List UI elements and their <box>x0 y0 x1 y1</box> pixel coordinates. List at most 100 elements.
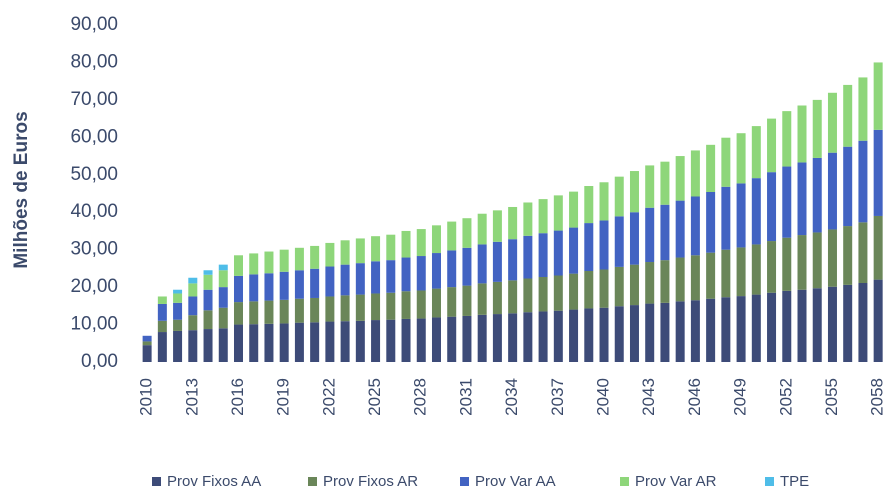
bar-segment <box>173 302 183 320</box>
bar-segment <box>675 200 685 258</box>
bar-segment <box>401 257 411 292</box>
bar-segment <box>614 266 624 307</box>
bar-segment <box>157 332 167 362</box>
bar-segment <box>629 264 639 306</box>
bar-segment <box>797 105 807 163</box>
x-tick-label: 2034 <box>502 378 521 416</box>
bar-segment <box>858 77 868 141</box>
bar-segment <box>218 307 228 329</box>
bar-segment <box>355 263 365 295</box>
bar-segment <box>736 133 746 184</box>
bar-segment <box>736 296 746 362</box>
y-tick-label: 90,00 <box>70 14 118 35</box>
bar-segment <box>553 230 563 276</box>
bar-segment <box>492 210 502 242</box>
bar-segment <box>812 288 822 362</box>
bar-segment <box>508 313 518 362</box>
bar-segment <box>173 289 183 294</box>
bar-segment <box>279 249 289 272</box>
x-tick-label: 2016 <box>228 378 247 416</box>
bar-segment <box>538 311 548 362</box>
bar-segment <box>706 192 716 253</box>
bar-segment <box>203 274 213 290</box>
bar-segment <box>873 129 883 216</box>
bar-segment <box>599 182 609 221</box>
bar-segment <box>249 253 259 275</box>
bar-segment <box>599 269 609 308</box>
legend-label: Prov Var AA <box>475 473 556 489</box>
bar-segment <box>569 227 579 274</box>
x-tick-label: 2052 <box>776 378 795 416</box>
bar-segment <box>325 296 335 322</box>
bar-segment <box>584 271 594 309</box>
bar-segment <box>827 229 837 287</box>
bar-segment <box>294 298 304 323</box>
bar-segment <box>310 297 320 323</box>
bar-segment <box>355 294 365 321</box>
bar-segment <box>173 293 183 303</box>
bar-segment <box>173 330 183 362</box>
bar-segment <box>767 241 777 293</box>
bar-segment <box>706 144 716 193</box>
bar-segment <box>218 270 228 288</box>
x-tick-label: 2019 <box>274 378 293 416</box>
bar-segment <box>310 322 320 362</box>
bar-segment <box>142 335 152 342</box>
bar-segment <box>675 257 685 302</box>
bar-segment <box>660 161 670 205</box>
bar-segment <box>492 314 502 362</box>
y-tick-label: 70,00 <box>70 89 118 110</box>
x-tick-label: 2013 <box>182 378 201 416</box>
bar-segment <box>233 324 243 362</box>
bar-segment <box>553 310 563 362</box>
bar-segment <box>371 261 381 294</box>
bar-segment <box>569 191 579 228</box>
bar-segment <box>325 266 335 297</box>
bar-segment <box>508 280 518 314</box>
bar-segment <box>233 302 243 325</box>
bar-segment <box>310 268 320 298</box>
y-tick-label: 20,00 <box>70 276 118 297</box>
bar-segment <box>645 165 655 208</box>
bar-segment <box>569 309 579 362</box>
bar-segment <box>645 207 655 263</box>
bar-segment <box>477 283 487 315</box>
legend-swatch <box>460 477 469 486</box>
bar-segment <box>142 345 152 362</box>
bar-segment <box>782 111 792 167</box>
bar-segment <box>310 245 320 269</box>
bar-segment <box>812 157 822 233</box>
bar-segment <box>188 315 198 331</box>
bar-segment <box>858 282 868 362</box>
x-tick-label: 2025 <box>365 378 384 416</box>
legend-swatch <box>765 477 774 486</box>
legend-swatch <box>308 477 317 486</box>
bar-segment <box>188 283 198 297</box>
bar-segment <box>477 314 487 362</box>
x-tick-label: 2022 <box>319 378 338 416</box>
bar-segment <box>614 216 624 267</box>
bar-segment <box>508 206 518 240</box>
bar-segment <box>416 229 426 257</box>
bar-segment <box>462 315 472 362</box>
bar-segment <box>233 255 243 276</box>
bar-segment <box>188 296 198 316</box>
bar-segment <box>477 244 487 284</box>
bar-segment <box>645 262 655 304</box>
bar-segment <box>858 222 868 283</box>
bar-segment <box>203 329 213 362</box>
bar-segment <box>447 316 457 362</box>
bar-segment <box>690 150 700 197</box>
bar-segment <box>827 92 837 153</box>
legend-label: TPE <box>780 473 809 489</box>
bar-segment <box>751 178 761 245</box>
bar-segment <box>264 323 274 362</box>
bar-segment <box>371 293 381 321</box>
bar-segment <box>340 321 350 362</box>
bar-segment <box>325 321 335 362</box>
bar-segment <box>279 271 289 300</box>
x-tick-label: 2010 <box>137 378 156 416</box>
bar-segment <box>767 172 777 242</box>
bar-segment <box>340 295 350 322</box>
bar-segment <box>690 300 700 362</box>
